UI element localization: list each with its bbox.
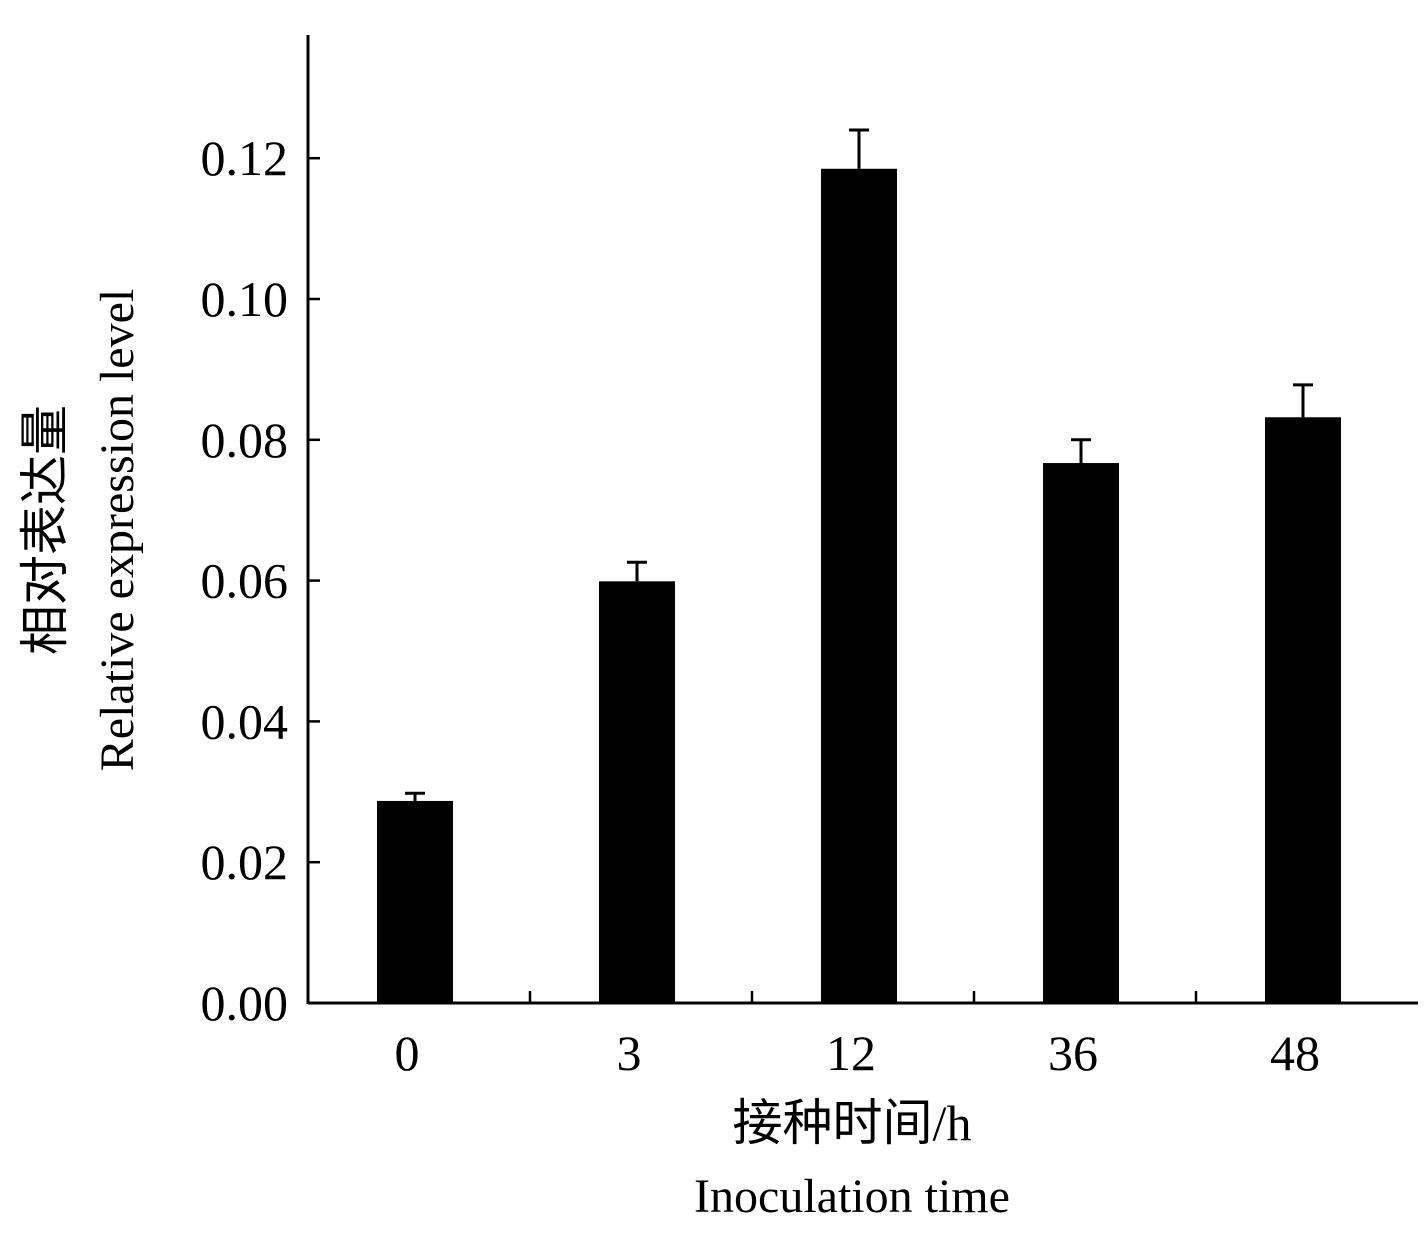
- y-axis-label: 相对表达量: [17, 405, 73, 655]
- y-tick-label: 0.12: [201, 130, 289, 186]
- bar: [377, 800, 453, 1003]
- x-axis-label-en: Inoculation time: [694, 1170, 1010, 1223]
- y-tick-label: 0.00: [201, 975, 289, 1031]
- x-tick-label: 0: [395, 1025, 420, 1081]
- x-tick-label: 36: [1048, 1025, 1098, 1081]
- bar: [1265, 417, 1341, 1004]
- y-tick-label: 0.10: [201, 271, 289, 327]
- bar: [821, 168, 897, 1003]
- x-tick-label: 3: [617, 1025, 642, 1081]
- x-tick-label: 12: [826, 1025, 876, 1081]
- y-tick-label: 0.04: [201, 693, 289, 749]
- x-tick-label: 48: [1270, 1025, 1320, 1081]
- y-axis-label-en: Relative expression level: [91, 289, 144, 772]
- y-tick-label: 0.06: [201, 553, 289, 609]
- bar: [1043, 463, 1119, 1004]
- y-tick-label: 0.08: [201, 412, 289, 468]
- y-tick-label: 0.02: [201, 834, 289, 890]
- x-axis-label: 接种时间/h: [733, 1095, 972, 1151]
- bar: [599, 581, 675, 1003]
